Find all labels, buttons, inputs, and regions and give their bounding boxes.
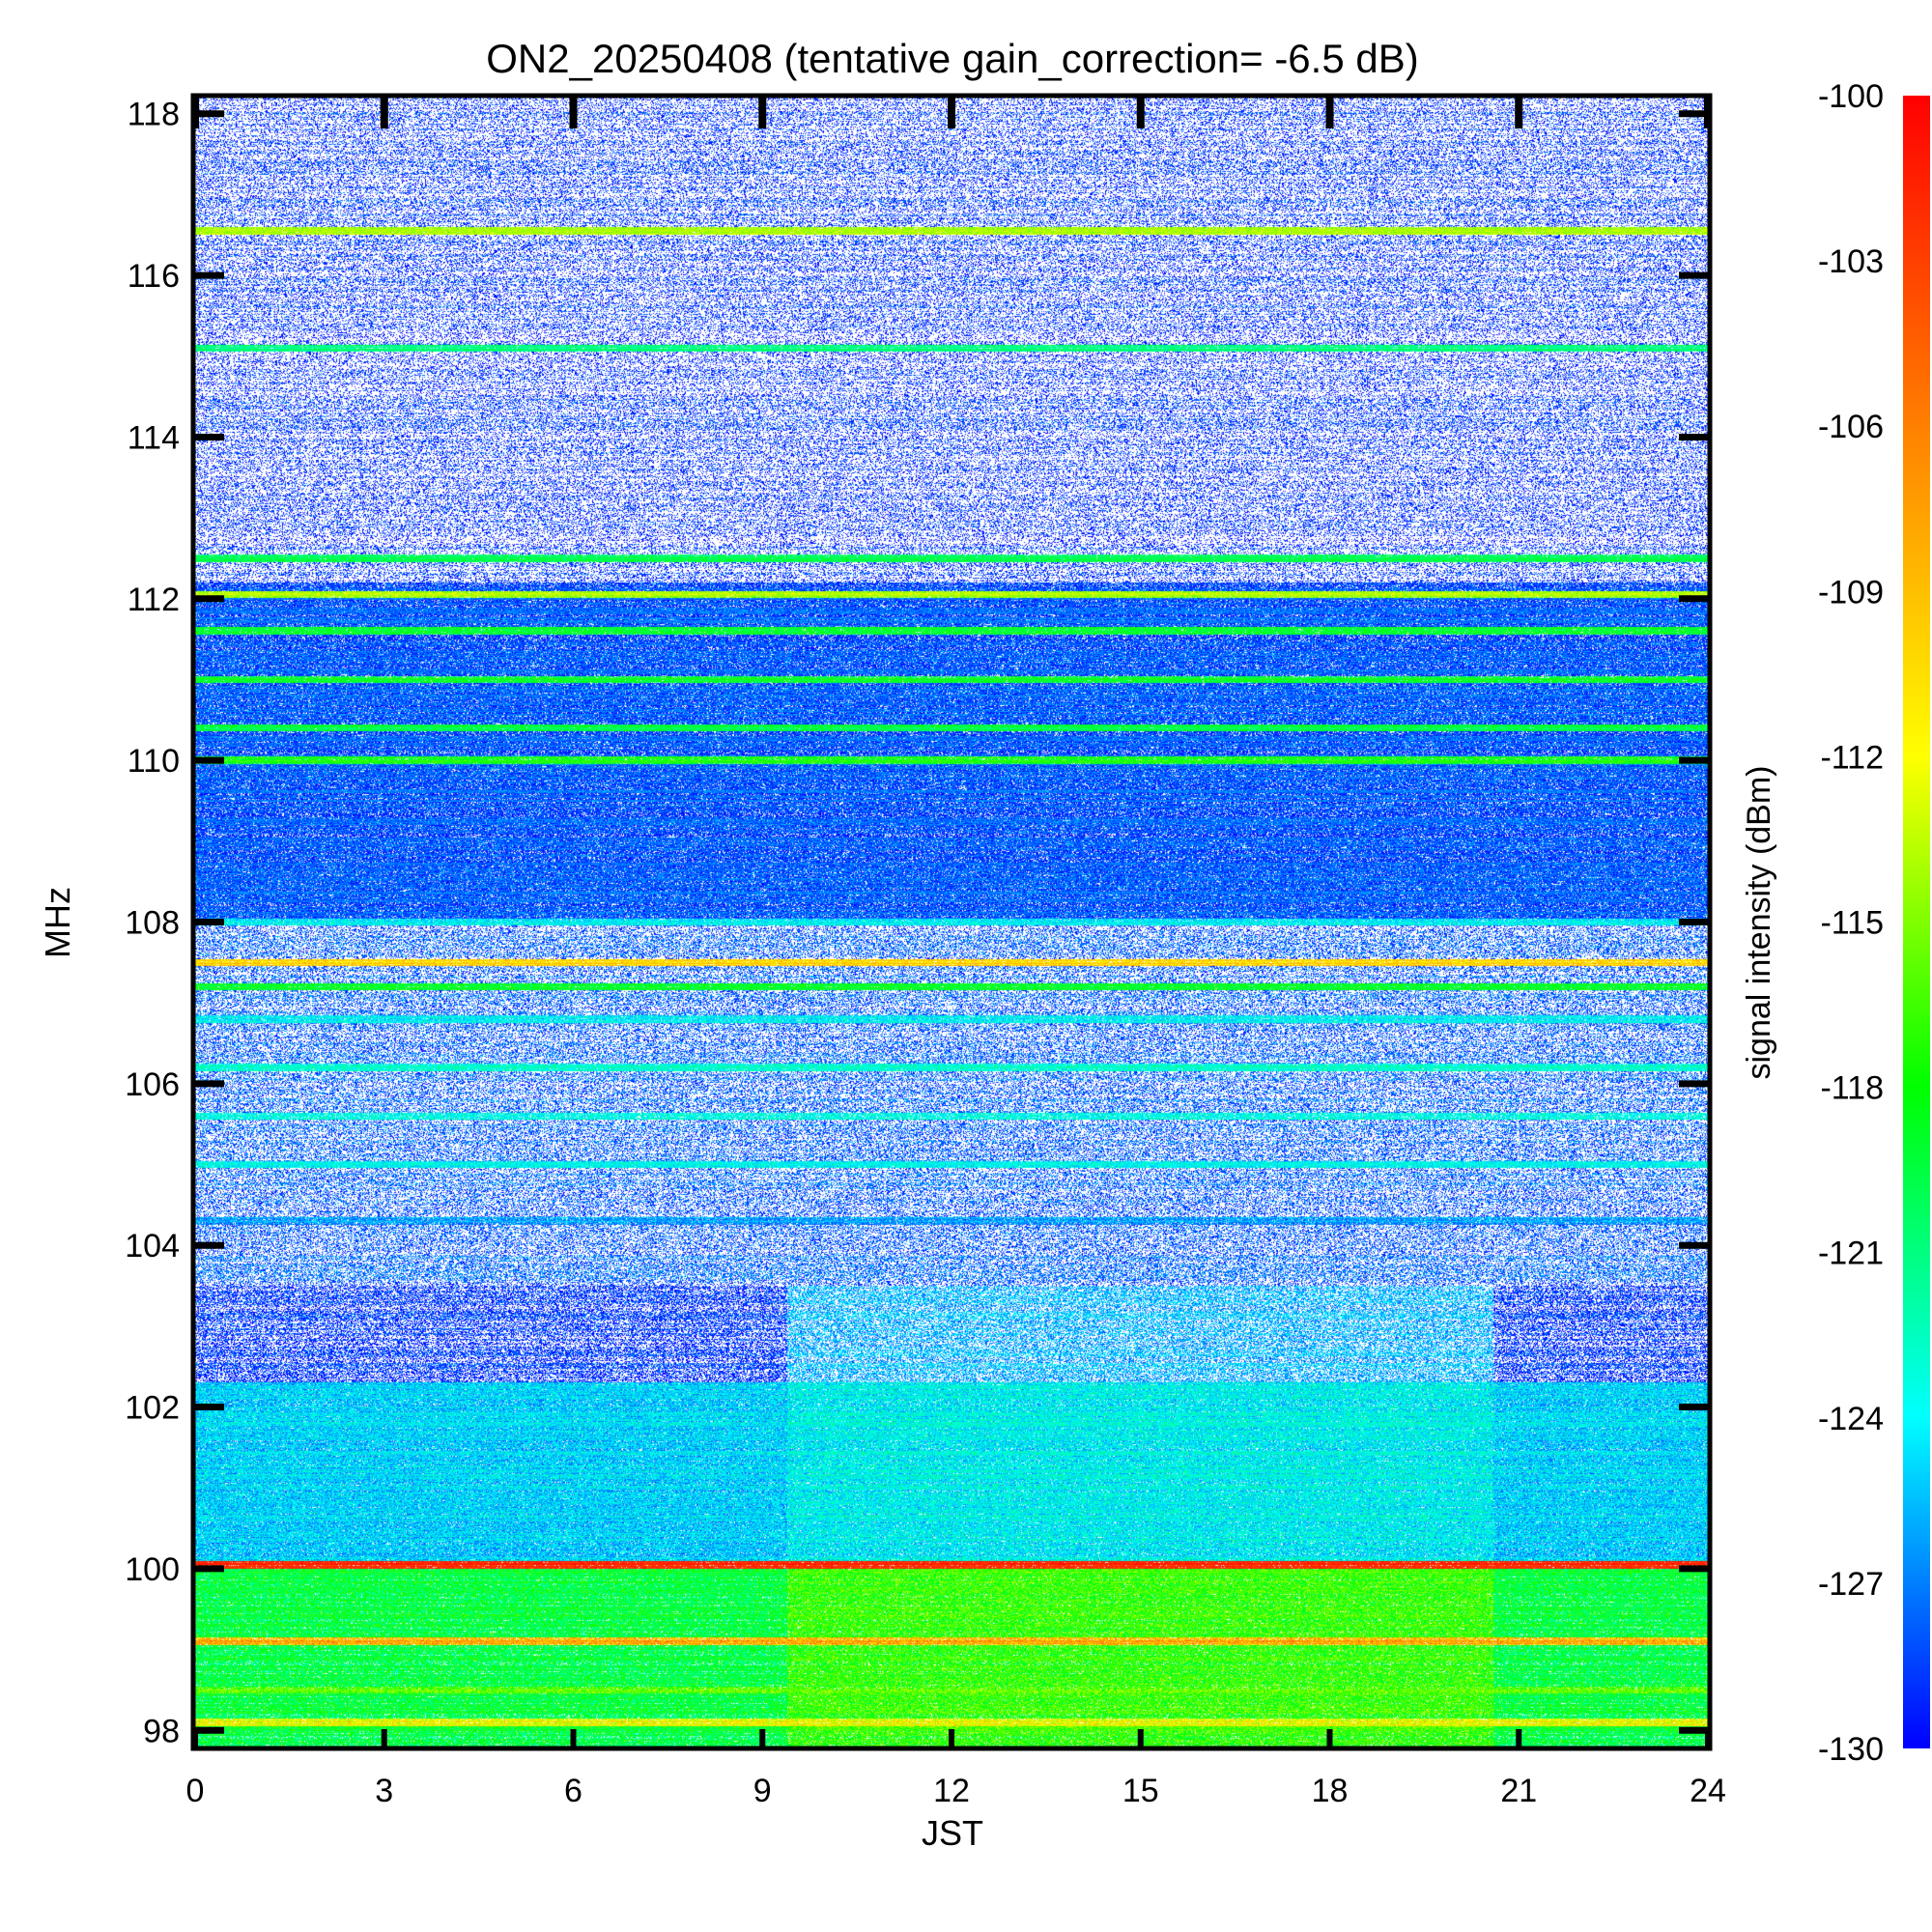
x-tick-label: 24 (1690, 1773, 1726, 1809)
x-tick-label: 15 (1122, 1773, 1159, 1809)
y-axis-ticks: 98 100 102 104 106 108 110 112 114 116 118 (125, 97, 1708, 1749)
x-tick-label: 21 (1500, 1773, 1537, 1809)
y-tick-label: 116 (128, 258, 180, 295)
colorbar-tick-label: -124 (1818, 1401, 1884, 1437)
colorbar-tick-label: -112 (1820, 739, 1884, 776)
x-tick-label: 0 (186, 1773, 205, 1809)
colorbar-tick-label: -130 (1818, 1731, 1884, 1768)
colorbar-tick-label: -106 (1818, 409, 1884, 445)
y-tick-label: 108 (125, 905, 180, 942)
y-axis-label: MHz (38, 887, 77, 958)
colorbar-tick-label: -103 (1818, 243, 1884, 280)
x-tick-label: 6 (564, 1773, 582, 1809)
y-tick-label: 102 (125, 1390, 180, 1427)
x-axis-ticks: 0 3 6 9 12 15 18 21 24 (186, 98, 1726, 1809)
y-tick-label: 114 (128, 419, 180, 456)
y-tick-label: 106 (125, 1066, 180, 1103)
colorbar-ticks: -100 -103 -106 -109 -112 -115 -118 -121 -124 -127… (1818, 78, 1884, 1768)
y-tick-label: 98 (143, 1713, 180, 1749)
y-tick-label: 100 (125, 1551, 180, 1588)
heatmap-canvas (195, 98, 1708, 1747)
y-tick-label: 118 (128, 97, 180, 133)
colorbar-label: signal intensity (dBm) (1741, 765, 1777, 1079)
y-tick-label: 104 (125, 1228, 180, 1264)
plot-frame (190, 93, 1713, 1751)
x-axis-label: JST (922, 1813, 983, 1853)
x-tick-label: 18 (1312, 1773, 1349, 1809)
chart-title: ON2_20250408 (tentative gain_correction=… (486, 36, 1418, 81)
y-tick-label: 112 (128, 582, 180, 618)
colorbar-tick-label: -121 (1818, 1236, 1884, 1272)
x-tick-label: 9 (753, 1773, 772, 1809)
plot-area (195, 98, 1708, 1747)
colorbar-tick-label: -118 (1820, 1070, 1884, 1107)
colorbar-tick-label: -115 (1820, 905, 1884, 942)
colorbar-tick-label: -109 (1818, 574, 1884, 611)
colorbar-tick-label: -100 (1818, 78, 1884, 115)
x-tick-label: 3 (375, 1773, 393, 1809)
y-tick-label: 110 (128, 743, 180, 780)
colorbar-tick-label: -127 (1818, 1566, 1884, 1603)
x-tick-label: 12 (933, 1773, 970, 1809)
colorbar-canvas (1903, 96, 1930, 1748)
colorbar (1903, 96, 1930, 1748)
